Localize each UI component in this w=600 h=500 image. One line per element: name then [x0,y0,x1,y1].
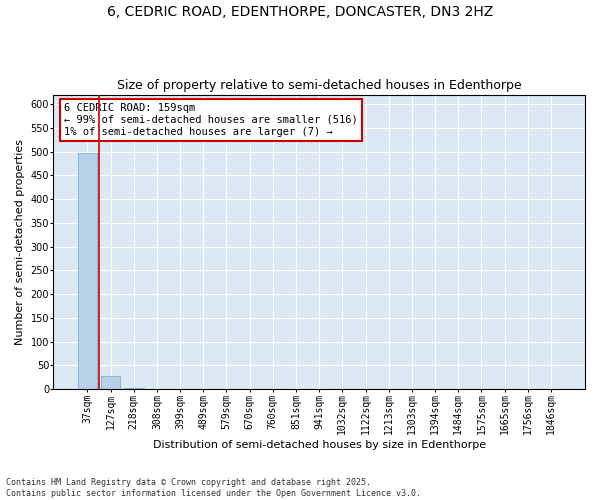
Y-axis label: Number of semi-detached properties: Number of semi-detached properties [15,139,25,345]
X-axis label: Distribution of semi-detached houses by size in Edenthorpe: Distribution of semi-detached houses by … [152,440,486,450]
Text: 6 CEDRIC ROAD: 159sqm
← 99% of semi-detached houses are smaller (516)
1% of semi: 6 CEDRIC ROAD: 159sqm ← 99% of semi-deta… [64,104,358,136]
Text: 6, CEDRIC ROAD, EDENTHORPE, DONCASTER, DN3 2HZ: 6, CEDRIC ROAD, EDENTHORPE, DONCASTER, D… [107,5,493,19]
Bar [77,154,97,389]
Text: Contains HM Land Registry data © Crown copyright and database right 2025.
Contai: Contains HM Land Registry data © Crown c… [6,478,421,498]
Title: Size of property relative to semi-detached houses in Edenthorpe: Size of property relative to semi-detach… [117,79,521,92]
Bar [101,376,121,389]
Bar [124,388,143,389]
